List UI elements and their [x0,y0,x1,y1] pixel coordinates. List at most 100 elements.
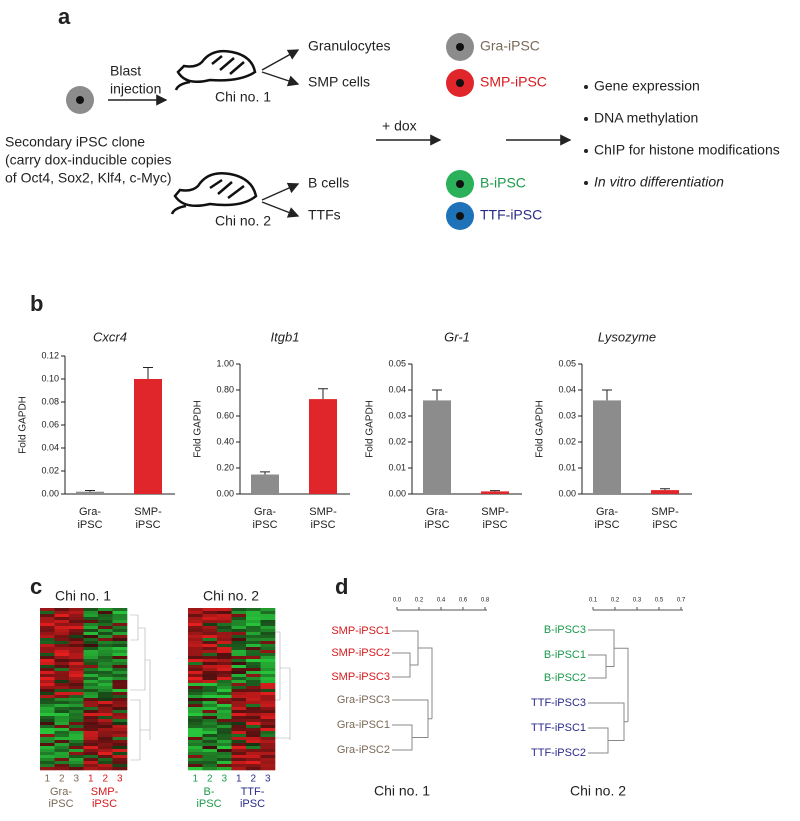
y-tick-label: 0.02 [388,436,406,446]
heatmap-cell [202,638,218,642]
bullet [584,85,588,89]
scale-label: 0.6 [459,598,468,604]
heatmap-cell [260,737,276,741]
heatmap-cell [83,659,99,663]
heatmap-cell [246,620,261,624]
leaf-label: B-iPSC3 [544,624,586,636]
heatmap-cell [40,647,55,651]
heatmap-cell [246,734,261,738]
scale-label: 0.0 [393,598,402,604]
heatmap-cell [112,719,128,723]
chimera-name: Chi no. 2 [215,213,271,229]
heatmap-cell [112,737,128,741]
heatmap-cell [40,617,55,621]
heatmap-cell [202,728,218,732]
heatmap-cell [98,623,113,627]
ipsc-label: B-iPSC [480,175,526,191]
heatmap-cell [69,758,84,762]
heatmap-cell [69,608,84,612]
heatmap-cell [112,674,128,678]
heatmap-cell [112,683,128,687]
heatmap-cell [217,665,232,669]
heatmap-cell [98,632,113,636]
y-axis-label: Fold GAPDH [18,396,29,454]
heatmap-cell [54,728,70,732]
heatmap-cell [202,617,218,621]
heatmap-cell [202,665,218,669]
scale-label: 0.8 [481,598,490,604]
heatmap-cell [202,608,218,612]
heatmap-cell [98,716,113,720]
column-label: 2 [250,774,256,785]
heatmap-cell [202,764,218,768]
bar [251,474,279,494]
heatmap-cell [40,743,55,747]
heatmap-cell [260,680,276,684]
heatmap-cell [98,695,113,699]
y-tick-label: 0.04 [558,384,576,394]
heatmap-cell [188,713,203,717]
heatmap-cell [217,608,232,612]
heatmap-cell [40,680,55,684]
heatmap-cell [98,680,113,684]
y-tick-label: 0.01 [558,462,576,472]
heatmap-cell [217,662,232,666]
scale-label: 0.4 [437,598,446,604]
heatmap-cell [69,623,84,627]
heatmap-cell [260,704,276,708]
heatmap-cell [98,683,113,687]
heatmap-cell [112,755,128,759]
heatmap-cell [202,623,218,627]
heatmap-cell [231,668,247,672]
heatmap-cell [202,701,218,705]
heatmap-cell [112,623,128,627]
heatmap-cell [112,677,128,681]
error-bar [432,389,442,401]
heatmap-cell [231,710,247,714]
heatmap-cell [202,671,218,675]
heatmap-cell [246,695,261,699]
ipsc-nucleus [456,43,464,51]
heatmap-cell [54,743,70,747]
heatmap-cell [112,740,128,744]
heatmap-cell [98,725,113,729]
heatmap-cell [98,617,113,621]
heatmap-cell [83,635,99,639]
heatmap-cell [69,671,84,675]
heatmap-cell [54,764,70,768]
y-tick-label: 0.60 [216,410,234,420]
heatmap-cell [231,713,247,717]
heatmap-cell [98,767,113,771]
heatmap-cell [246,626,261,630]
heatmap-cell [202,614,218,618]
heatmap-cell [54,632,70,636]
heatmap-cell [231,719,247,723]
heatmap-cell [83,758,99,762]
mouse-2 [170,172,258,215]
heatmap-cell [54,746,70,750]
heatmap-cell [217,668,232,672]
heatmap-cell [217,683,232,687]
cell-type: Granulocytes [308,38,390,54]
ipsc-nucleus [456,180,464,188]
heatmap-cell [98,698,113,702]
treatment: + dox [382,118,417,134]
heatmap-cell [217,680,232,684]
heatmap-cell [231,728,247,732]
heatmap-cell [246,692,261,696]
heatmap-cell [260,683,276,687]
heatmap-cell [188,683,203,687]
heatmap-cell [202,749,218,753]
heatmap-cell [69,653,84,657]
heatmap-cell [231,659,247,663]
heatmap-cell [202,647,218,651]
heatmap-cell [217,686,232,690]
heatmap-cell [260,629,276,633]
heatmap-cell [231,704,247,708]
heatmap-cell [112,647,128,651]
heatmap-cell [83,629,99,633]
heatmap-cell [202,698,218,702]
heatmap-cell [231,674,247,678]
heatmap-cell [217,725,232,729]
heatmap-cell [54,611,70,615]
